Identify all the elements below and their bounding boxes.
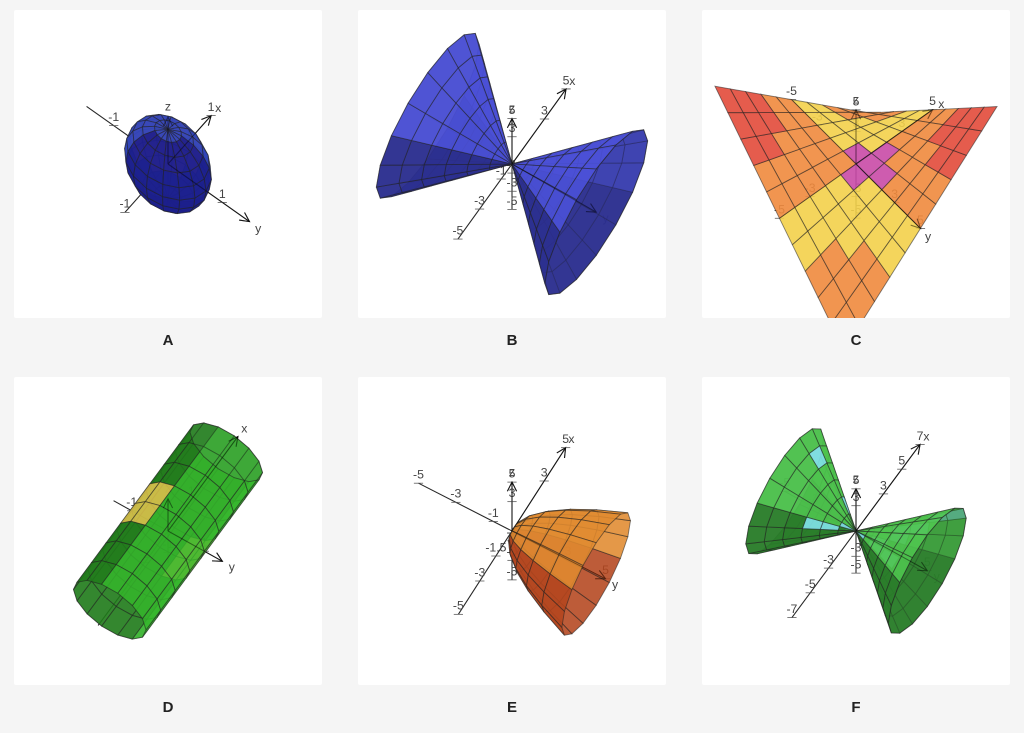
svg-text:x: x — [241, 422, 247, 436]
svg-text:-3: -3 — [474, 193, 485, 207]
surface-plot-F: x-7-5-3357y-5-335z-5-335 — [702, 377, 1010, 685]
surface-plot-B: x-5-3-135yz-5-3-135 — [358, 10, 666, 318]
svg-text:5: 5 — [509, 103, 516, 117]
svg-text:-5: -5 — [453, 599, 464, 613]
surface-plot-D: x-11y-11z-11 — [14, 377, 322, 685]
surface-plot-A: x -1 1 y -1 1 z — [14, 10, 322, 318]
svg-text:x: x — [568, 432, 574, 446]
svg-text:-7: -7 — [786, 602, 797, 616]
svg-text:5: 5 — [563, 73, 570, 87]
caption-A: A — [163, 332, 174, 349]
svg-text:x: x — [923, 429, 929, 443]
svg-text:-5: -5 — [413, 468, 424, 482]
svg-text:-1: -1 — [119, 197, 130, 211]
svg-text:1: 1 — [219, 187, 226, 201]
svg-text:x: x — [569, 74, 575, 88]
svg-text:y: y — [925, 230, 932, 244]
svg-text:1: 1 — [208, 100, 215, 114]
surface-plot-C: x-5-335y-5-335z-5-335 — [702, 10, 1010, 318]
caption-C: C — [851, 332, 862, 349]
svg-text:5: 5 — [562, 432, 569, 446]
svg-text:-3: -3 — [823, 552, 834, 566]
svg-text:-1.5: -1.5 — [485, 540, 506, 554]
svg-text:7: 7 — [917, 429, 924, 443]
svg-text:-3: -3 — [474, 565, 485, 579]
svg-text:-5: -5 — [786, 84, 797, 98]
svg-text:-5: -5 — [851, 558, 862, 572]
svg-text:5: 5 — [853, 94, 860, 108]
caption-D: D — [163, 699, 174, 716]
svg-text:y: y — [612, 577, 619, 591]
svg-text:-3: -3 — [450, 487, 461, 501]
cell-A: x -1 1 y -1 1 z A — [14, 10, 322, 349]
svg-text:x: x — [215, 101, 221, 115]
cell-E: x-5-3-1.535y-5-3-135z-5-3-135 E — [358, 377, 666, 716]
caption-F: F — [851, 699, 860, 716]
svg-text:5: 5 — [853, 473, 860, 487]
svg-text:-5: -5 — [507, 194, 518, 208]
cell-B: x-5-3-135yz-5-3-135 B — [358, 10, 666, 349]
caption-E: E — [507, 699, 517, 716]
svg-text:-5: -5 — [805, 577, 816, 591]
caption-B: B — [507, 332, 518, 349]
svg-text:y: y — [255, 221, 262, 235]
svg-text:5: 5 — [509, 466, 516, 480]
cell-D: x-11y-11z-11 D — [14, 377, 322, 716]
svg-text:z: z — [165, 100, 171, 114]
surface-plot-E: x-5-3-1.535y-5-3-135z-5-3-135 — [358, 377, 666, 685]
svg-text:-1: -1 — [488, 506, 499, 520]
cell-F: x-7-5-3357y-5-335z-5-335 F — [702, 377, 1010, 716]
svg-text:-5: -5 — [452, 223, 463, 237]
cell-C: x-5-335y-5-335z-5-335 C — [702, 10, 1010, 349]
svg-text:5: 5 — [929, 94, 936, 108]
svg-text:y: y — [229, 560, 236, 574]
figure-grid: x-11y-11z A x-5-3-135yz-5-3-135 B x-5-33… — [0, 0, 1024, 733]
svg-text:-1: -1 — [108, 110, 119, 124]
